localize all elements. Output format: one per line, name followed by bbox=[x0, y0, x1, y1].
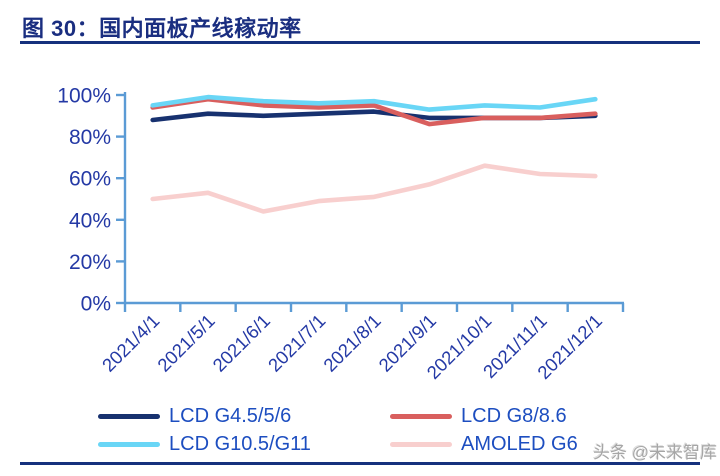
y-axis-label: 80% bbox=[69, 126, 111, 149]
y-axis-label: 0% bbox=[81, 293, 111, 316]
series-line-lcd-g10-5-g11 bbox=[150, 94, 598, 112]
legend-item-lcd-g886: LCD G8/8.6 bbox=[390, 404, 643, 428]
chart-legend: LCD G4.5/5/6 LCD G8/8.6 LCD G10.5/G11 AM… bbox=[98, 404, 643, 456]
legend-item-lcd-g105g11: LCD G10.5/G11 bbox=[98, 432, 390, 456]
title-underline bbox=[20, 41, 700, 44]
x-axis-label: 2021/6/1 bbox=[208, 310, 274, 376]
x-axis-label: 2021/8/1 bbox=[319, 310, 385, 376]
x-axis-label: 2021/5/1 bbox=[153, 310, 219, 376]
x-axis-label: 2021/4/1 bbox=[98, 310, 164, 376]
watermark: 头条 @未来智库 bbox=[593, 443, 717, 462]
legend-item-amoled-g6: AMOLED G6 bbox=[390, 432, 643, 456]
y-axis-label: 100% bbox=[57, 85, 111, 108]
legend-swatch-lcd-g105g11 bbox=[98, 441, 160, 447]
legend-swatch-lcd-g4556 bbox=[98, 413, 160, 419]
legend-swatch-lcd-g886 bbox=[390, 413, 452, 419]
figure-title: 图 30：国内面板产线稼动率 bbox=[22, 16, 302, 41]
legend-swatch-amoled-g6 bbox=[390, 441, 452, 447]
legend-label: LCD G4.5/5/6 bbox=[169, 404, 292, 427]
series-line-amoled-g6 bbox=[150, 163, 598, 214]
series-line-lcd-g8-8-6 bbox=[150, 96, 598, 127]
y-axis-label: 20% bbox=[69, 251, 111, 274]
legend-label: LCD G10.5/G11 bbox=[169, 432, 311, 455]
legend-item-lcd-g4556: LCD G4.5/5/6 bbox=[98, 404, 390, 428]
bottom-divider bbox=[20, 462, 700, 465]
y-axis-label: 40% bbox=[69, 209, 111, 232]
y-axis-label: 60% bbox=[69, 168, 111, 191]
legend-label: AMOLED G6 bbox=[461, 432, 578, 455]
legend-label: LCD G8/8.6 bbox=[461, 404, 567, 427]
x-axis-label: 2021/7/1 bbox=[264, 310, 330, 376]
